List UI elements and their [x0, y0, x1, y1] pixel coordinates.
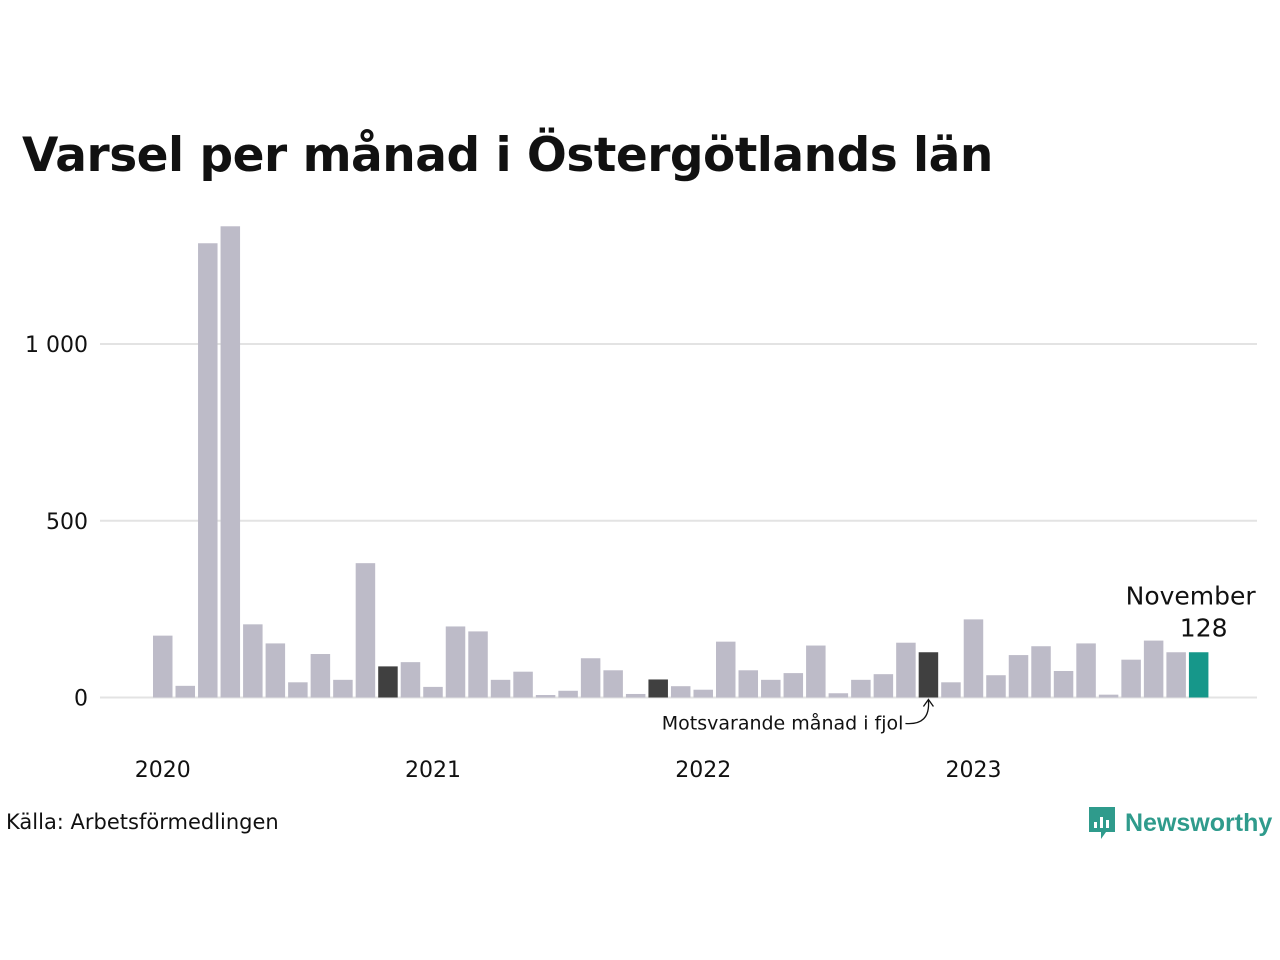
bar	[558, 690, 578, 698]
bar	[288, 682, 308, 698]
bar	[333, 679, 353, 698]
comparison-arrowhead	[922, 698, 934, 707]
x-axis-tick-labels: 2020 2021 2022 2023	[135, 758, 1002, 783]
bar	[986, 675, 1006, 698]
bar	[445, 626, 466, 698]
bar	[828, 693, 849, 698]
y-tick-label: 0	[74, 687, 88, 712]
bar-comparison	[918, 652, 939, 698]
bar	[693, 689, 713, 698]
bar	[806, 645, 826, 698]
y-tick-label: 500	[46, 510, 88, 535]
bar	[761, 679, 781, 698]
x-tick-label: 2022	[675, 758, 731, 783]
bar	[400, 662, 421, 698]
x-tick-label: 2023	[945, 758, 1001, 783]
bar	[1031, 646, 1051, 698]
y-axis-tick-labels: 0 500 1 000	[25, 333, 88, 712]
newsworthy-brand[interactable]: Newsworthy	[1087, 803, 1272, 843]
bar	[153, 635, 173, 698]
bar	[603, 670, 623, 698]
bar	[1166, 652, 1186, 698]
bar	[1076, 643, 1096, 698]
bar	[873, 674, 894, 698]
bar-comparison	[378, 666, 398, 698]
bar	[1053, 670, 1074, 698]
bar	[738, 670, 759, 698]
bar	[220, 226, 241, 698]
bar	[1098, 694, 1119, 698]
bar	[716, 641, 736, 698]
bars	[153, 226, 1209, 698]
y-tick-label: 1 000	[25, 333, 88, 358]
bar	[580, 658, 601, 698]
x-tick-label: 2020	[135, 758, 191, 783]
bar	[670, 686, 691, 698]
bar	[310, 654, 331, 698]
bar	[265, 643, 286, 698]
bar	[423, 686, 443, 698]
bar	[513, 671, 533, 698]
bar	[243, 624, 263, 698]
bar	[490, 679, 511, 698]
bar	[175, 685, 196, 698]
bar	[851, 679, 871, 698]
bar	[535, 695, 556, 698]
comparison-arrow	[905, 700, 930, 725]
bar	[963, 619, 984, 698]
brand-name: Newsworthy	[1125, 808, 1273, 837]
source-note: Källa: Arbetsförmedlingen	[6, 810, 279, 834]
bar	[355, 563, 376, 698]
chart-title: Varsel per månad i Östergötlands län	[22, 128, 993, 183]
bar	[1008, 655, 1029, 698]
bar	[198, 243, 218, 698]
x-tick-label: 2021	[405, 758, 461, 783]
bar	[783, 673, 804, 698]
bar	[1121, 659, 1141, 698]
bar-current	[1188, 652, 1209, 698]
newsworthy-logo-icon	[1089, 807, 1115, 839]
bar	[941, 682, 961, 698]
bar	[468, 631, 488, 698]
current-month-label: November	[1126, 581, 1257, 610]
bar	[896, 642, 916, 698]
bar	[1143, 640, 1164, 698]
bar	[625, 693, 646, 698]
comparison-note: Motsvarande månad i fjol	[662, 712, 904, 735]
current-value-label: 128	[1180, 613, 1228, 642]
bar-comparison	[648, 679, 668, 698]
